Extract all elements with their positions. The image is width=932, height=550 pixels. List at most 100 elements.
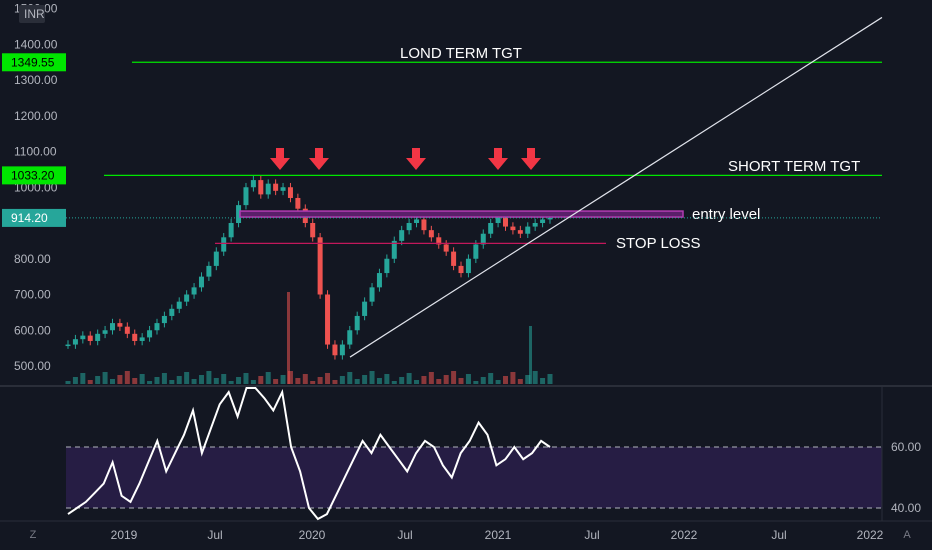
volume-bar (547, 374, 553, 384)
y-tick-label: 800.00 (14, 252, 51, 266)
currency-chip[interactable] (19, 5, 45, 23)
volume-bar (302, 374, 308, 384)
volume-bar (399, 377, 405, 384)
volume-bar (236, 377, 242, 384)
x-tick-label: Jul (771, 528, 786, 542)
candle-body (273, 183, 279, 191)
candle-body (384, 258, 390, 274)
volume-bar (384, 374, 390, 384)
volume-bar (362, 375, 368, 384)
volume-bar (317, 377, 323, 384)
x-tick-label: 2020 (299, 528, 326, 542)
main-pane[interactable] (66, 0, 882, 385)
candle-body (406, 223, 412, 231)
volume-bar (436, 379, 442, 384)
candle-body (362, 301, 368, 316)
candle-body (243, 187, 249, 206)
volume-bar (347, 372, 353, 384)
price-badge (2, 53, 66, 72)
candle-body (317, 237, 323, 295)
x-tick-label: Jul (207, 528, 222, 542)
x-tick-label: 2022 (857, 528, 884, 542)
timezone-button[interactable]: Z (29, 529, 37, 541)
candle-body (169, 308, 175, 316)
volume-bar (480, 377, 486, 384)
volume-bar (503, 376, 509, 384)
auto-scale-button[interactable]: A (903, 529, 911, 541)
volume-spike (287, 292, 290, 384)
x-tick-label: 2021 (485, 528, 512, 542)
rsi-line (67, 387, 551, 521)
volume-bar (80, 373, 86, 384)
candle-body (228, 223, 234, 238)
volume-bar (273, 379, 279, 384)
price-badge-label: 1349.55 (11, 55, 55, 69)
volume-bar (287, 371, 293, 384)
resistance-arrow (270, 148, 290, 170)
candle-body (310, 223, 316, 238)
candle-body (414, 219, 420, 223)
candle-body (287, 187, 293, 198)
x-tick-label: Jul (397, 528, 412, 542)
price-badge-label: 914.20 (11, 211, 48, 225)
candle-layer (65, 175, 553, 360)
volume-bar (406, 373, 412, 384)
volume-spike (529, 326, 532, 384)
volume-bar (176, 376, 182, 384)
volume-bar (443, 375, 449, 384)
volume-bar (332, 380, 338, 384)
candle-body (191, 287, 197, 295)
volume-bar (428, 372, 434, 384)
volume-bar (525, 375, 531, 384)
volume-bar (132, 378, 138, 384)
candle-body (458, 265, 464, 274)
y-tick-label: 600.00 (14, 323, 51, 337)
price-badge (2, 208, 66, 227)
candle-body (102, 330, 108, 334)
price-badge-label: 1033.20 (11, 168, 55, 182)
candle-body (221, 237, 227, 252)
volume-bar (458, 378, 464, 384)
volume-bar (95, 376, 101, 384)
volume-bar (184, 372, 190, 384)
badge-layer: 1349.55 1033.20 914.20 (2, 53, 66, 227)
volume-bar (258, 376, 264, 384)
candle-body (95, 333, 101, 341)
y-tick-label: 1200.00 (14, 109, 58, 123)
volume-bar (310, 381, 316, 384)
volume-bar (250, 380, 256, 384)
resistance-arrow (309, 148, 329, 170)
candle-body (65, 344, 71, 347)
rsi-level-label: 60.00 (891, 440, 921, 454)
candle-body (391, 240, 397, 259)
candle-body (480, 233, 486, 245)
candle-body (117, 323, 123, 327)
volume-bar (206, 371, 212, 384)
y-tick-label: 1300.00 (14, 73, 58, 87)
volume-bar (87, 380, 93, 384)
candle-body (139, 337, 145, 341)
candle-body (250, 180, 256, 188)
volume-bar (495, 380, 501, 384)
candle-body (206, 265, 212, 277)
volume-bar (540, 378, 546, 384)
candle-body (280, 187, 286, 191)
volume-bar (154, 377, 160, 384)
volume-bar (488, 373, 494, 384)
candle-body (503, 215, 509, 227)
volume-bar (465, 374, 471, 384)
trendline (349, 16, 883, 358)
price-badge (2, 166, 66, 185)
volume-bar (354, 379, 360, 384)
volume-bar (65, 381, 71, 384)
candle-body (376, 273, 382, 288)
candle-body (421, 219, 427, 231)
volume-bar (139, 374, 145, 384)
y-tick-label: 700.00 (14, 288, 51, 302)
candle-body (339, 344, 345, 356)
volume-bar (391, 381, 397, 384)
volume-bar (198, 375, 204, 384)
candle-body (124, 326, 130, 334)
volume-bar (72, 377, 78, 384)
